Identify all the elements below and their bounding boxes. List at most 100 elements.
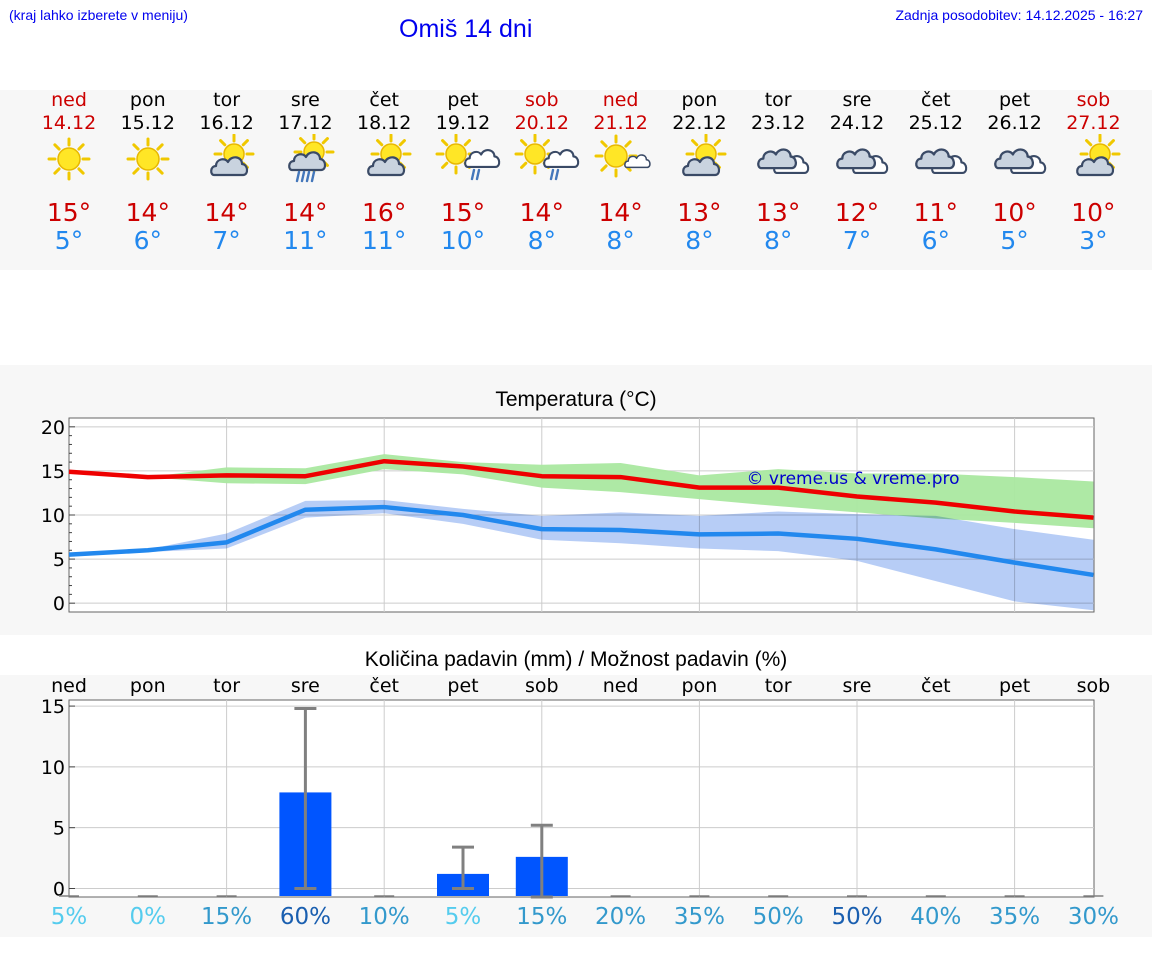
precipitation-chart: 0 5 10 15 xyxy=(41,696,1104,900)
cloudy-icon xyxy=(914,148,967,174)
precip-probability: 50% xyxy=(752,904,804,930)
precip-probability: 40% xyxy=(910,904,962,930)
sun-icon xyxy=(594,134,638,178)
max-temperature: 14° xyxy=(283,198,328,227)
cloudy-icon xyxy=(993,148,1046,174)
min-temperature: 6° xyxy=(133,226,162,255)
sun-icon xyxy=(47,137,91,181)
min-temperature-line xyxy=(68,504,1094,578)
precip-probability: 50% xyxy=(831,904,883,930)
sun-cloud-rain-icon xyxy=(288,134,335,183)
precip-day-label: čet xyxy=(369,675,399,697)
precipitation-chart-title: Količina padavin (mm) / Možnost padavin … xyxy=(364,648,788,671)
min-temperature: 11° xyxy=(362,226,407,255)
precip-day-label: sre xyxy=(842,675,872,697)
y-tick-label: 0 xyxy=(53,593,65,615)
plot-area xyxy=(68,699,1095,898)
sunny-icon xyxy=(47,137,91,181)
precip-day-label: sob xyxy=(1076,675,1111,697)
day-name: tor xyxy=(213,89,241,111)
day-name: tor xyxy=(764,89,792,111)
cloudy-icon xyxy=(836,148,889,174)
max-temperature: 14° xyxy=(598,198,643,227)
precip-probability: 35% xyxy=(989,904,1041,930)
precip-day-label: ned xyxy=(51,675,87,697)
y-tick-label: 5 xyxy=(53,818,65,840)
precip-probability: 10% xyxy=(358,904,410,930)
cloud-icon xyxy=(288,151,327,172)
max-temperature: 10° xyxy=(1071,198,1116,227)
max-temperature: 14° xyxy=(125,198,170,227)
precip-day-label: pet xyxy=(998,675,1031,697)
day-name: čet xyxy=(921,89,951,111)
partly-cloudy-icon xyxy=(209,134,255,177)
cloud-icon xyxy=(836,148,877,170)
day-name: sob xyxy=(525,89,559,111)
page-title: Omiš 14 dni xyxy=(399,15,533,43)
precip-day-label: pon xyxy=(129,675,166,697)
max-temperature: 10° xyxy=(992,198,1037,227)
precip-probability: 15% xyxy=(516,904,568,930)
partly-cloudy-icon xyxy=(367,134,412,177)
min-temperature: 5° xyxy=(1000,226,1029,255)
day-name: sre xyxy=(290,89,320,111)
precip-day-label: sob xyxy=(525,675,559,697)
day-date: 21.12 xyxy=(593,112,648,134)
y-tick-label: 10 xyxy=(41,505,65,527)
day-date: 24.12 xyxy=(829,112,885,134)
max-temperature: 13° xyxy=(677,198,722,227)
sun-cloud-light-rain-icon xyxy=(435,134,501,181)
sun-icon xyxy=(126,137,170,181)
cloud-icon xyxy=(464,149,501,168)
y-tick-label: 5 xyxy=(53,549,65,571)
day-date: 22.12 xyxy=(672,112,727,134)
precip-day-label: tor xyxy=(764,675,792,697)
cloud-icon xyxy=(993,148,1034,170)
day-date: 25.12 xyxy=(908,112,963,134)
rain-drops-icon xyxy=(470,168,481,181)
last-updated: Zadnja posodobitev: 14.12.2025 - 16:27 xyxy=(895,7,1143,23)
min-temperature: 8° xyxy=(606,226,635,255)
precip-day-label: pet xyxy=(447,675,479,697)
day-date: 27.12 xyxy=(1066,112,1121,134)
forecast-panel xyxy=(0,90,1152,270)
cloud-icon xyxy=(914,148,955,170)
precip-probability: 20% xyxy=(595,904,647,930)
cloud-icon xyxy=(682,156,721,177)
y-tick-label: 15 xyxy=(41,461,65,483)
min-temperature: 5° xyxy=(54,226,84,255)
precip-probability: 0% xyxy=(129,904,167,930)
day-date: 19.12 xyxy=(435,112,491,134)
min-temperature: 8° xyxy=(763,226,793,255)
cloud-icon xyxy=(757,148,798,170)
y-tick-label: 0 xyxy=(53,878,65,900)
sun-cloud-light-rain-icon xyxy=(514,134,579,181)
min-temperature-band xyxy=(69,500,1094,611)
day-name: čet xyxy=(369,89,399,111)
min-temperature: 10° xyxy=(440,226,486,255)
cloud-icon xyxy=(623,154,651,169)
y-tick-label: 10 xyxy=(41,757,65,779)
min-temperature: 6° xyxy=(921,226,950,255)
max-temperature: 14° xyxy=(204,198,249,227)
sunny-icon xyxy=(126,137,170,181)
day-name: ned xyxy=(51,89,87,111)
precip-day-label: ned xyxy=(602,675,639,697)
min-temperature: 8° xyxy=(527,226,556,255)
max-temperature: 11° xyxy=(913,198,958,227)
max-temperature: 14° xyxy=(519,198,564,227)
cloud-icon xyxy=(1076,156,1115,177)
day-name: pet xyxy=(998,89,1031,111)
max-temperature: 16° xyxy=(362,198,407,227)
day-name: ned xyxy=(602,89,639,111)
partly-cloudy-icon xyxy=(682,134,727,177)
day-date: 16.12 xyxy=(199,112,254,134)
precip-day-label: tor xyxy=(213,675,241,697)
precip-probability: 5% xyxy=(50,904,88,930)
day-name: pon xyxy=(681,89,718,111)
y-tick-label: 15 xyxy=(41,696,65,718)
min-temperature: 7° xyxy=(842,226,872,255)
cloud-icon xyxy=(542,149,579,168)
max-temperature: 15° xyxy=(440,198,486,227)
min-temperature: 8° xyxy=(685,226,714,255)
